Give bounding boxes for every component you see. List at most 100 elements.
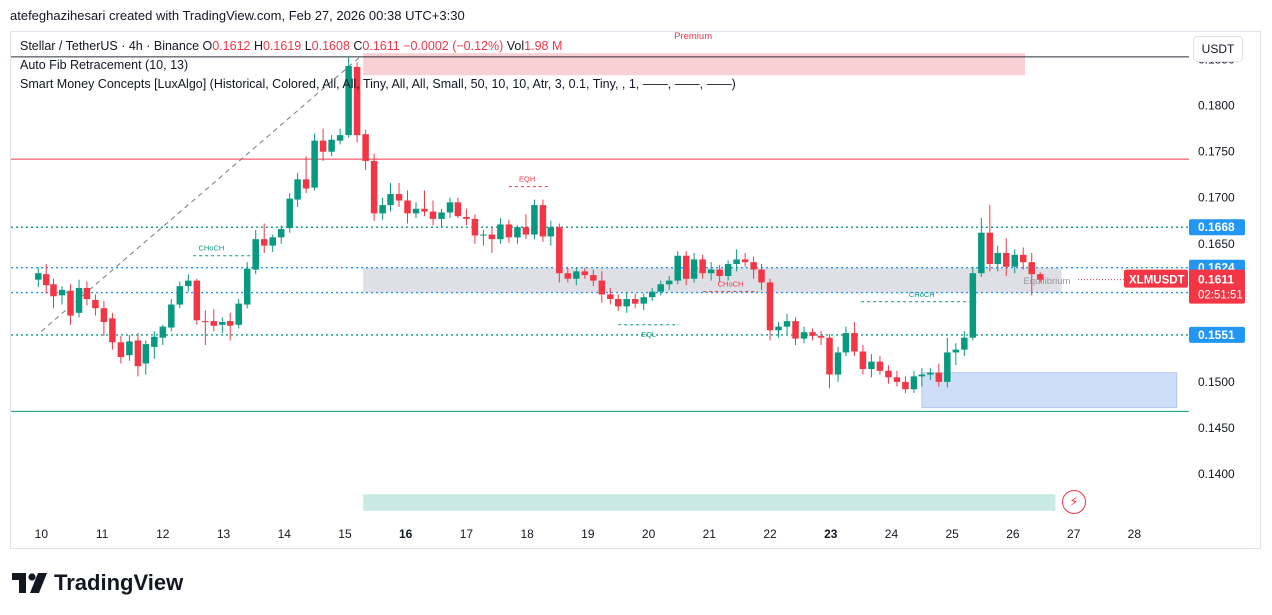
legend-indicator-smc[interactable]: Smart Money Concepts [LuxAlgo] (Historic… xyxy=(20,77,736,91)
candle-body-4 xyxy=(67,290,74,316)
time-tick-14: 14 xyxy=(278,527,292,541)
candle-body-117 xyxy=(1019,254,1027,263)
legend-vol: 1.98 M xyxy=(524,39,563,53)
candle-body-104 xyxy=(910,376,918,390)
candle-body-30 xyxy=(286,198,293,229)
candle-body-40 xyxy=(370,160,378,214)
price-tag-0: 0.1668 xyxy=(1198,220,1235,234)
candle-body-2 xyxy=(50,284,57,297)
zone-label-premium: Premium xyxy=(674,31,712,42)
alert-bolt-icon[interactable]: ⚡ xyxy=(1062,490,1086,514)
candle-body-91 xyxy=(800,332,808,339)
time-tick-11: 11 xyxy=(96,527,109,541)
last-price-tag: 0.1611 xyxy=(1198,273,1234,287)
candle-body-57 xyxy=(514,227,521,238)
smc-zones: Premium Equilibrium xyxy=(363,31,1178,511)
candle-body-74 xyxy=(657,284,664,292)
last-price-tag-bg xyxy=(1189,269,1245,304)
legend-low: 0.1608 xyxy=(311,39,350,53)
candle-body-22 xyxy=(219,322,226,325)
candle-body-97 xyxy=(851,333,858,352)
candle-body-109 xyxy=(952,349,960,353)
legend-close-label: C xyxy=(353,39,363,53)
candle-body-75 xyxy=(665,280,673,285)
candle-body-56 xyxy=(505,224,513,238)
chart-frame[interactable] xyxy=(10,31,1261,549)
candle-body-86 xyxy=(758,269,765,283)
candle-body-5 xyxy=(75,287,83,313)
candle-body-102 xyxy=(893,377,901,382)
legend-high-label: H xyxy=(253,39,263,53)
candle-body-50 xyxy=(454,202,462,217)
candle-body-65 xyxy=(581,271,589,276)
candle-body-46 xyxy=(421,208,428,212)
zone-discount xyxy=(363,494,1056,511)
price-axis: 0.18500.18000.17500.17000.16500.14000.14… xyxy=(1078,53,1245,481)
candle-body-96 xyxy=(842,333,850,353)
candle-body-103 xyxy=(902,381,909,390)
candle-body-112 xyxy=(978,232,985,274)
candle-body-23 xyxy=(226,321,234,326)
candle-body-20 xyxy=(202,321,209,323)
candle-body-0 xyxy=(35,273,42,280)
candle-body-45 xyxy=(412,208,420,214)
candle-body-6 xyxy=(83,287,91,300)
candle-body-42 xyxy=(387,194,394,206)
candle-body-58 xyxy=(522,227,530,235)
legend-open-label: O xyxy=(202,39,213,53)
last-symbol-tag-bg xyxy=(1124,269,1188,288)
candle-body-62 xyxy=(556,227,563,274)
candle-body-27 xyxy=(260,239,268,246)
annotation-eqh-1: EQH xyxy=(519,175,535,184)
legend-ohlc: Stellar / TetherUS · 4h · Binance O0.161… xyxy=(20,39,562,53)
candle-body-68 xyxy=(607,294,614,300)
candle-body-32 xyxy=(302,179,310,189)
candle-body-10 xyxy=(117,342,125,358)
candle-body-43 xyxy=(395,194,403,201)
legend-indicator-fib[interactable]: Auto Fib Retracement (10, 13) xyxy=(20,58,189,72)
candle-body-111 xyxy=(969,273,977,338)
last-symbol-tag: XLMUSDT xyxy=(1129,275,1185,287)
candle-body-29 xyxy=(277,229,285,238)
candle-body-78 xyxy=(690,259,698,279)
annotation-choch-4: CHoCH xyxy=(909,290,935,299)
time-tick-13: 13 xyxy=(217,527,231,541)
candle-body-100 xyxy=(876,361,884,371)
candle-body-110 xyxy=(961,337,968,350)
candle-body-99 xyxy=(868,361,875,369)
candle-body-113 xyxy=(986,232,994,265)
time-tick-26: 26 xyxy=(1006,527,1020,541)
candle-body-28 xyxy=(269,237,276,246)
candle-body-7 xyxy=(92,299,99,309)
candle-body-16 xyxy=(168,304,175,328)
candle-body-116 xyxy=(1011,254,1018,267)
candle-body-36 xyxy=(336,135,344,141)
price-tick-2: 0.1750 xyxy=(1198,145,1235,159)
candle-body-59 xyxy=(531,205,538,235)
time-tick-28: 28 xyxy=(1128,527,1142,541)
currency-button[interactable]: USDT xyxy=(1193,36,1243,62)
candle-body-77 xyxy=(682,255,690,279)
time-tick-19: 19 xyxy=(581,527,595,541)
candle-body-33 xyxy=(311,140,318,188)
candle-body-44 xyxy=(404,200,411,214)
candle-body-82 xyxy=(724,264,732,276)
time-tick-20: 20 xyxy=(642,527,656,541)
time-tick-22: 22 xyxy=(763,527,777,541)
annotation-choch-3: CHoCH xyxy=(718,280,744,289)
candle-body-63 xyxy=(564,273,572,279)
candle-body-118 xyxy=(1028,262,1035,275)
candle-body-95 xyxy=(834,352,842,375)
candle-body-12 xyxy=(134,340,142,367)
price-tick-6: 0.1450 xyxy=(1198,421,1235,435)
annotation-choch-0: CHoCH xyxy=(198,244,224,253)
candle-body-72 xyxy=(640,297,647,304)
candle-body-80 xyxy=(707,269,715,274)
time-tick-10: 10 xyxy=(35,527,49,541)
candle-body-13 xyxy=(142,344,150,364)
time-tick-23: 23 xyxy=(824,527,838,541)
candle-body-38 xyxy=(353,66,361,136)
candle-body-115 xyxy=(1002,252,1010,267)
tradingview-logo: TradingView xyxy=(12,570,183,596)
